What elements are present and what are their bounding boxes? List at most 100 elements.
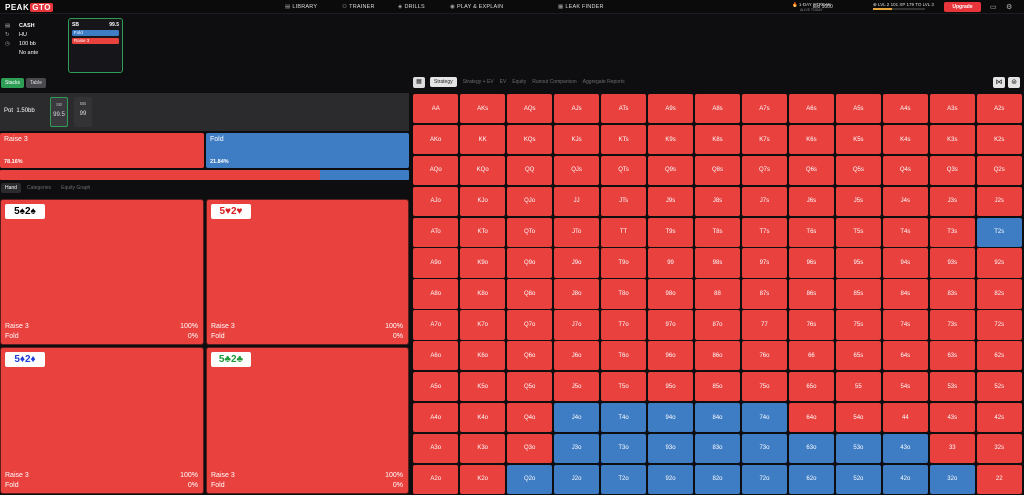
hand-cell-A7s[interactable]: A7s [741,94,788,124]
hand-cell-J7s[interactable]: J7s [741,186,788,217]
hand-cell-64s[interactable]: 64s [882,341,929,371]
combo-5d2d[interactable]: 5♦2♦ Raise 3 100% Fold 0% [0,347,204,494]
hand-cell-A6o[interactable]: A6o [413,341,459,371]
hand-cell-74o[interactable]: 74o [741,402,788,433]
position-card[interactable]: SB 99.5 Fold Raise 3 [68,18,123,73]
combo-5h2h[interactable]: 5♥2♥ Raise 3 100% Fold 0% [206,199,409,345]
game-settings[interactable]: ▤ CASH ↻ HU ◷ 100 bb No ante [5,22,60,58]
hand-cell-53o[interactable]: 53o [835,433,882,464]
hand-cell-77[interactable]: 77 [741,310,788,340]
hand-cell-T8s[interactable]: T8s [694,217,741,247]
hand-cell-A5o[interactable]: A5o [413,371,459,402]
hand-cell-T9o[interactable]: T9o [600,248,647,278]
hand-cell-63s[interactable]: 63s [929,341,976,371]
combo-5s2s[interactable]: 5♠2♠ Raise 3 100% Fold 0% [0,199,204,345]
hand-cell-KTs[interactable]: KTs [600,124,647,155]
hand-cell-T6o[interactable]: T6o [600,341,647,371]
hand-cell-96s[interactable]: 96s [788,248,835,278]
upgrade-button[interactable]: Upgrade [944,2,981,12]
hand-cell-J9o[interactable]: J9o [553,248,600,278]
nav-trainer[interactable]: ⚇ TRAINER [342,4,375,10]
hand-cell-K4o[interactable]: K4o [459,402,506,433]
hand-cell-Q9o[interactable]: Q9o [506,248,553,278]
hand-cell-55[interactable]: 55 [835,371,882,402]
hand-cell-86s[interactable]: 86s [788,279,835,309]
hand-cell-T4o[interactable]: T4o [600,402,647,433]
hand-cell-A3o[interactable]: A3o [413,433,459,464]
hand-cell-T9s[interactable]: T9s [647,217,694,247]
hand-cell-73o[interactable]: 73o [741,433,788,464]
hand-cell-J9s[interactable]: J9s [647,186,694,217]
hand-cell-65s[interactable]: 65s [835,341,882,371]
tab-stacks[interactable]: Stacks [1,78,25,88]
hand-cell-62o[interactable]: 62o [788,464,835,494]
hand-cell-94s[interactable]: 94s [882,248,929,278]
hand-cell-Q3o[interactable]: Q3o [506,433,553,464]
hand-cell-84s[interactable]: 84s [882,279,929,309]
hand-cell-Q3s[interactable]: Q3s [929,155,976,186]
hand-cell-J5s[interactable]: J5s [835,186,882,217]
hand-cell-87o[interactable]: 87o [694,310,741,340]
share-icon[interactable]: ⋈ [993,77,1005,88]
hand-cell-AQo[interactable]: AQo [413,155,459,186]
hand-cell-Q8o[interactable]: Q8o [506,279,553,309]
tab-table[interactable]: Table [26,78,46,88]
hand-cell-JTs[interactable]: JTs [600,186,647,217]
hand-cell-84o[interactable]: 84o [694,402,741,433]
hand-cell-K3s[interactable]: K3s [929,124,976,155]
settings-icon[interactable]: ⚙ [1006,4,1013,11]
hand-cell-73s[interactable]: 73s [929,310,976,340]
hand-cell-32o[interactable]: 32o [929,464,976,494]
hand-cell-JJ[interactable]: JJ [553,186,600,217]
hand-cell-97o[interactable]: 97o [647,310,694,340]
hand-cell-95o[interactable]: 95o [647,371,694,402]
hand-cell-J2o[interactable]: J2o [553,464,600,494]
hand-cell-QTo[interactable]: QTo [506,217,553,247]
hand-cell-QTs[interactable]: QTs [600,155,647,186]
hand-cell-AKs[interactable]: AKs [459,94,506,124]
hand-cell-K9s[interactable]: K9s [647,124,694,155]
hand-cell-82s[interactable]: 82s [976,279,1022,309]
hand-cell-T2s[interactable]: T2s [976,217,1022,247]
hand-cell-K8s[interactable]: K8s [694,124,741,155]
hand-cell-T6s[interactable]: T6s [788,217,835,247]
hand-cell-83s[interactable]: 83s [929,279,976,309]
hand-cell-KK[interactable]: KK [459,124,506,155]
hand-cell-QJo[interactable]: QJo [506,186,553,217]
strategy-fold[interactable]: Fold 21.84% [206,133,409,168]
hand-cell-74s[interactable]: 74s [882,310,929,340]
hand-cell-QQ[interactable]: QQ [506,155,553,186]
hand-cell-J3o[interactable]: J3o [553,433,600,464]
nav-drills[interactable]: ◈ DRILLS [398,4,425,10]
hand-cell-66[interactable]: 66 [788,341,835,371]
poker-table-icon[interactable]: ⊛ [1008,77,1020,88]
hand-cell-52s[interactable]: 52s [976,371,1022,402]
hand-cell-KQo[interactable]: KQo [459,155,506,186]
hand-cell-A8s[interactable]: A8s [694,94,741,124]
hand-cell-82o[interactable]: 82o [694,464,741,494]
hand-cell-76o[interactable]: 76o [741,341,788,371]
tab-aggregate-reports[interactable]: Aggregate Reports [582,79,625,85]
hand-cell-J2s[interactable]: J2s [976,186,1022,217]
seat-sb[interactable]: SB 99.5 [50,97,68,127]
hand-cell-Q2s[interactable]: Q2s [976,155,1022,186]
hand-cell-99[interactable]: 99 [647,248,694,278]
chat-icon[interactable]: ▭ [990,4,997,11]
seat-bb[interactable]: BB 99 [74,97,92,127]
hand-cell-93s[interactable]: 93s [929,248,976,278]
hand-cell-J4o[interactable]: J4o [553,402,600,433]
level-indicator[interactable]: ⊕ LVL 2 101 XP 179 TO LVL 3 [873,2,934,7]
hand-cell-T7s[interactable]: T7s [741,217,788,247]
hand-cell-86o[interactable]: 86o [694,341,741,371]
hand-cell-TT[interactable]: TT [600,217,647,247]
hand-cell-J6s[interactable]: J6s [788,186,835,217]
hand-cell-42s[interactable]: 42s [976,402,1022,433]
hand-cell-K5s[interactable]: K5s [835,124,882,155]
hand-cell-A5s[interactable]: A5s [835,94,882,124]
nav-leak-finder[interactable]: ▦ LEAK FINDER [558,4,604,10]
hand-cell-65o[interactable]: 65o [788,371,835,402]
hand-cell-KQs[interactable]: KQs [506,124,553,155]
hand-cell-72s[interactable]: 72s [976,310,1022,340]
hand-cell-T5o[interactable]: T5o [600,371,647,402]
hand-cell-43o[interactable]: 43o [882,433,929,464]
